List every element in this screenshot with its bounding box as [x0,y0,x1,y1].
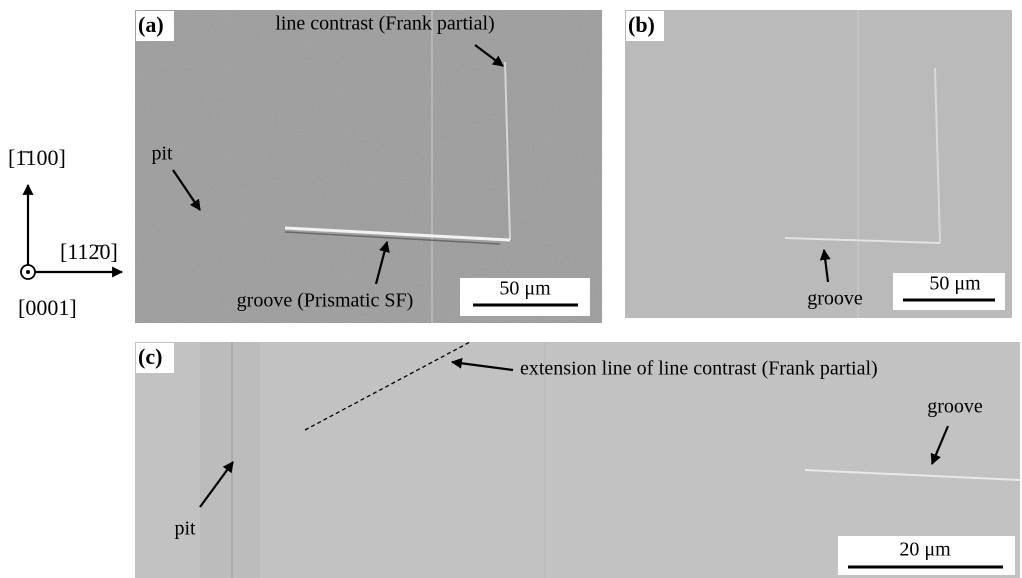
label-box [626,11,664,41]
panel-a: (a) line contrast (Frank partial) pit gr… [135,10,602,323]
feature [200,342,260,578]
right-label: [112̄0] [60,239,118,264]
feature [784,237,941,244]
arrow [450,357,514,372]
micrograph [625,10,1012,318]
coordinate-system: [1̄100] [112̄0] [0001] [8,145,124,320]
feature [934,67,941,244]
annotation: pit [174,518,196,540]
feature [284,231,501,245]
annotation: groove [807,288,863,310]
scale-box [893,273,1005,310]
label-box [136,343,174,373]
annotation: extension line of line contrast (Frank p… [520,358,878,380]
panel-label: (c) [138,344,162,369]
arrow [474,44,504,67]
panel-b: (b) groove 50 μm [625,10,1012,318]
scale-label: 50 μm [499,278,551,300]
panel-label: (a) [138,12,164,37]
scale-label: 20 μm [899,539,951,561]
feature [504,61,511,241]
out-dot [26,270,30,274]
annotation: line contrast (Frank partial) [275,13,494,35]
arrow [172,169,201,211]
annotation: groove [927,396,983,418]
arrow [930,425,950,466]
annotation: pit [151,143,173,165]
annotation: groove (Prismatic SF) [237,290,414,312]
arrow [199,461,234,508]
feature [284,226,511,242]
arrow [374,240,390,285]
arrow [819,248,831,283]
scale-box [460,278,590,316]
scale-label: 50 μm [929,273,981,295]
up-label: [1̄100] [8,145,66,170]
extension-line [304,341,471,431]
out-label: [0001] [18,295,77,320]
feature [804,469,1021,481]
noise [135,10,602,323]
panel-label: (b) [628,12,655,37]
label-box [136,11,174,41]
panel-c: (c) extension line of line contrast (Fra… [135,341,1021,578]
